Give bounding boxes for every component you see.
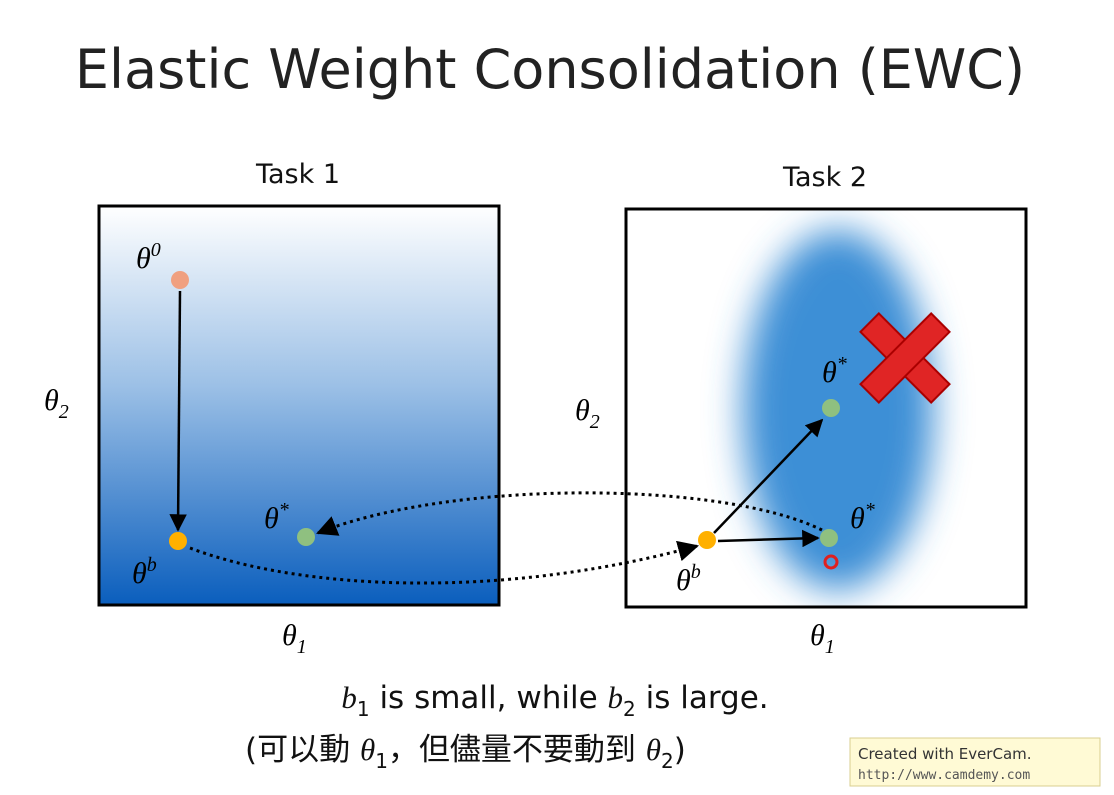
panel-title: Task 1 <box>255 159 340 190</box>
point <box>698 531 716 549</box>
point <box>823 554 839 570</box>
point <box>820 529 838 547</box>
point-label: θ* <box>850 499 875 535</box>
watermark-text: Created with EverCam. <box>858 745 1032 763</box>
panel-frame <box>97 204 501 607</box>
watermark-url: http://www.camdemy.com <box>858 768 1030 783</box>
arrow <box>169 290 187 532</box>
cross-icon <box>859 312 951 404</box>
title: Elastic Weight Consolidation (EWC) <box>75 38 1025 101</box>
caption-line: b1 is small, while b2 is large. <box>341 680 768 721</box>
x-axis-label: θ1 <box>810 619 835 658</box>
point-label: θb <box>676 561 701 597</box>
point-label: θ0 <box>136 239 161 275</box>
panel-frame <box>624 207 1028 609</box>
point-label: θ* <box>822 353 847 389</box>
point-label: θ* <box>264 499 289 535</box>
arrow <box>713 418 824 534</box>
y-axis-label: θ2 <box>44 384 69 423</box>
y-axis-label: θ2 <box>575 394 600 433</box>
dotted-arrow <box>189 540 700 585</box>
arrow <box>717 529 820 548</box>
panel-title: Task 2 <box>782 162 867 193</box>
point <box>169 532 187 550</box>
point <box>171 271 189 289</box>
x-axis-label: θ1 <box>282 619 307 658</box>
watermark-box <box>849 737 1101 787</box>
point <box>297 528 315 546</box>
point-label: θb <box>132 554 157 590</box>
caption-line: (可以動 θ1，但儘量不要動到 θ2) <box>245 732 686 773</box>
point <box>822 399 840 417</box>
dotted-arrow <box>316 491 823 536</box>
